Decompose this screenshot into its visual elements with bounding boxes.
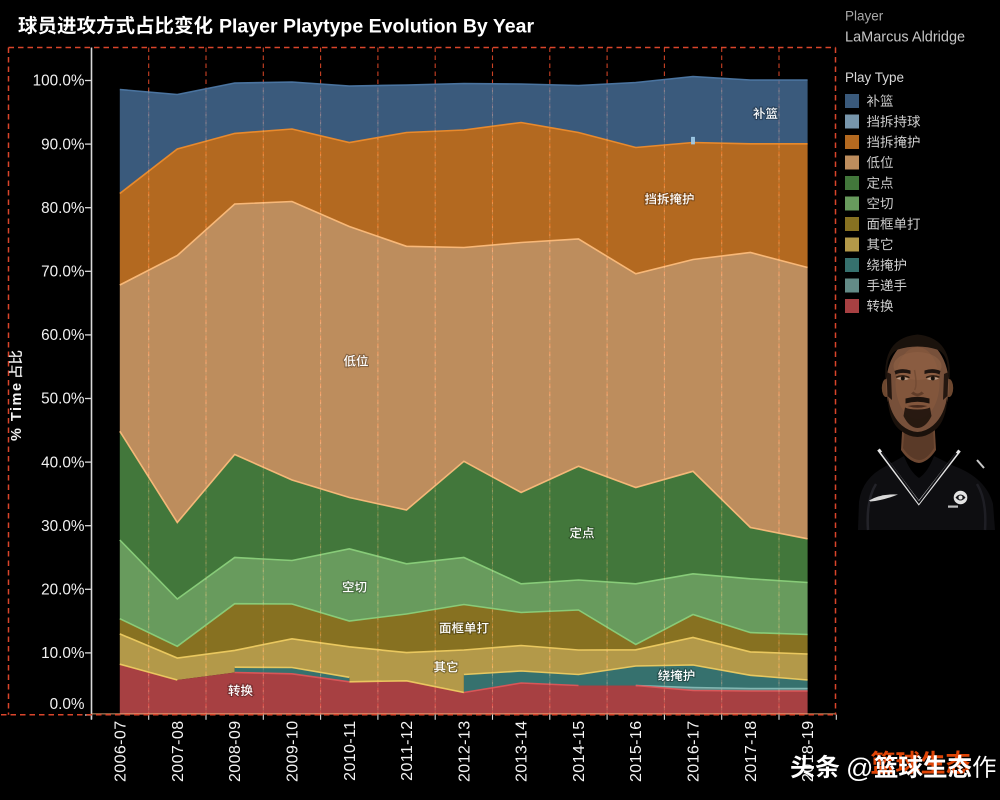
svg-text:100.0%: 100.0% — [33, 73, 85, 90]
svg-text:2014-15: 2014-15 — [571, 721, 588, 783]
svg-text:2012-13: 2012-13 — [456, 721, 473, 783]
svg-text:80.0%: 80.0% — [41, 200, 85, 217]
svg-text:70.0%: 70.0% — [41, 264, 85, 281]
svg-text:2010-11: 2010-11 — [342, 721, 359, 781]
svg-text:Player Playtype Evolution By Y: Player Playtype Evolution By Year — [219, 16, 534, 38]
svg-text:40.0%: 40.0% — [41, 454, 85, 471]
svg-text:0.0%: 0.0% — [50, 696, 85, 713]
svg-text:LaMarcus Aldridge: LaMarcus Aldridge — [845, 30, 965, 46]
svg-text:@: @ — [846, 753, 873, 783]
svg-text:2009-10: 2009-10 — [284, 721, 301, 783]
svg-text:20.0%: 20.0% — [41, 582, 85, 599]
svg-text:2016-17: 2016-17 — [686, 721, 703, 783]
svg-text:2008-09: 2008-09 — [227, 721, 244, 783]
svg-text:2015-16: 2015-16 — [628, 721, 645, 783]
svg-text:60.0%: 60.0% — [41, 327, 85, 344]
svg-text:Player: Player — [845, 9, 884, 24]
svg-text:2017-18: 2017-18 — [743, 721, 760, 783]
svg-text:90.0%: 90.0% — [41, 136, 85, 153]
svg-text:% Time: % Time — [9, 376, 25, 441]
svg-text:2011-12: 2011-12 — [399, 721, 416, 781]
svg-text:30.0%: 30.0% — [41, 518, 85, 535]
svg-text:50.0%: 50.0% — [41, 391, 85, 408]
svg-text:2007-08: 2007-08 — [170, 721, 187, 783]
svg-text:2013-14: 2013-14 — [514, 721, 531, 783]
svg-text:10.0%: 10.0% — [41, 645, 85, 662]
svg-text:2006-07: 2006-07 — [113, 721, 130, 783]
svg-text:Play Type: Play Type — [845, 70, 904, 85]
